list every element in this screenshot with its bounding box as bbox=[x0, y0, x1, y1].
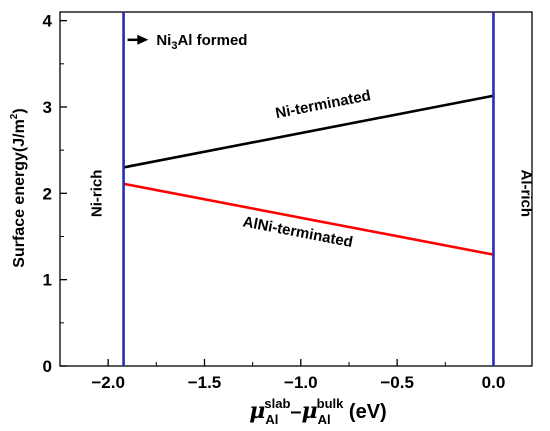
x-axis-title: μAlslab–μAlbulk (eV) bbox=[249, 396, 386, 427]
x-mu-1: μ bbox=[249, 398, 265, 424]
x-slab-sub: Al bbox=[265, 412, 278, 427]
tick-labels: 0 1 2 3 4 −2.0 −1.5 −1.0 −0.5 0.0 bbox=[43, 12, 506, 392]
boundary-lines bbox=[122, 12, 495, 366]
y-axis-title: Surface energy(J/m2) bbox=[9, 108, 28, 267]
x-unit: (eV) bbox=[343, 401, 386, 423]
y-tick-label: 4 bbox=[43, 12, 53, 31]
label-ni-terminated: Ni-terminated bbox=[274, 87, 372, 122]
x-slab-sup: slab bbox=[264, 396, 290, 411]
ni3al-post: Al formed bbox=[177, 32, 247, 49]
label-ni-rich: Ni-rich bbox=[89, 170, 106, 218]
y-tick-label: 0 bbox=[43, 357, 52, 376]
x-tick-label: −0.5 bbox=[380, 373, 414, 392]
arrowhead-icon bbox=[137, 34, 149, 45]
x-tick-label: 0.0 bbox=[482, 373, 506, 392]
series-line-1 bbox=[123, 182, 494, 256]
series-lines bbox=[123, 94, 494, 256]
y-tick-label: 3 bbox=[43, 98, 52, 117]
plot-frame bbox=[59, 11, 533, 367]
x-bulk-sub: Al bbox=[318, 412, 331, 427]
label-al-rich: Al-rich bbox=[517, 170, 534, 218]
annotation-ni3al-formed: Ni3Al formed bbox=[127, 32, 247, 52]
x-minus: – bbox=[290, 401, 301, 423]
x-tick-label: −2.0 bbox=[91, 373, 125, 392]
ni3al-sub: 3 bbox=[171, 40, 177, 52]
x-tick-label: −1.0 bbox=[284, 373, 318, 392]
x-bulk-sup: bulk bbox=[317, 396, 344, 411]
label-alni-terminated: AlNi-terminated bbox=[241, 213, 354, 251]
series-line-0 bbox=[123, 94, 494, 169]
y-tick-label: 2 bbox=[43, 184, 52, 203]
ni3al-pre: Ni bbox=[156, 32, 171, 49]
x-tick-label: −1.5 bbox=[188, 373, 222, 392]
y-axis-title-sup: 2 bbox=[9, 113, 20, 119]
y-axis-title-main: Surface energy(J/m bbox=[11, 119, 28, 268]
ni3al-formed-label: Ni3Al formed bbox=[156, 32, 247, 52]
x-mu-2: μ bbox=[302, 398, 318, 424]
y-tick-label: 1 bbox=[43, 271, 52, 290]
y-axis-title-close: ) bbox=[11, 108, 28, 113]
tick-marks bbox=[59, 19, 495, 367]
